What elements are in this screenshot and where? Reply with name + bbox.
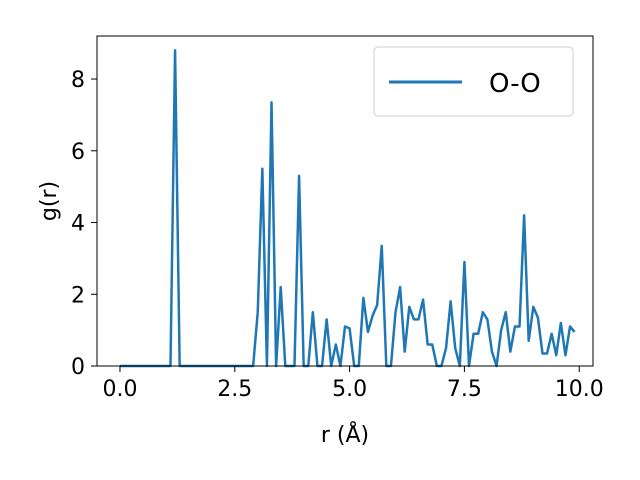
y-tick-label: 0 [71,355,85,380]
x-tick-label: 5.0 [332,377,367,402]
x-tick-label: 10.0 [555,377,604,402]
y-tick-label: 4 [71,212,85,237]
y-tick-label: 8 [71,68,85,93]
y-tick-label: 2 [71,283,85,308]
x-tick-label: 2.5 [217,377,252,402]
x-tick-label: 7.5 [447,377,482,402]
x-tick-label: 0.0 [102,377,137,402]
legend: O-O [373,46,574,117]
y-tick-label: 6 [71,140,85,165]
plot-frame [96,35,594,367]
y-axis-ticks: 0 2 4 6 8 [71,68,97,380]
y-axis-label: g(r) [37,181,62,221]
legend-entry-label: O-O [489,69,541,99]
legend-frame [373,46,574,117]
x-axis-ticks: 0.0 2.5 5.0 7.5 10.0 [102,366,604,402]
x-axis-label: r (Å) [321,421,369,448]
